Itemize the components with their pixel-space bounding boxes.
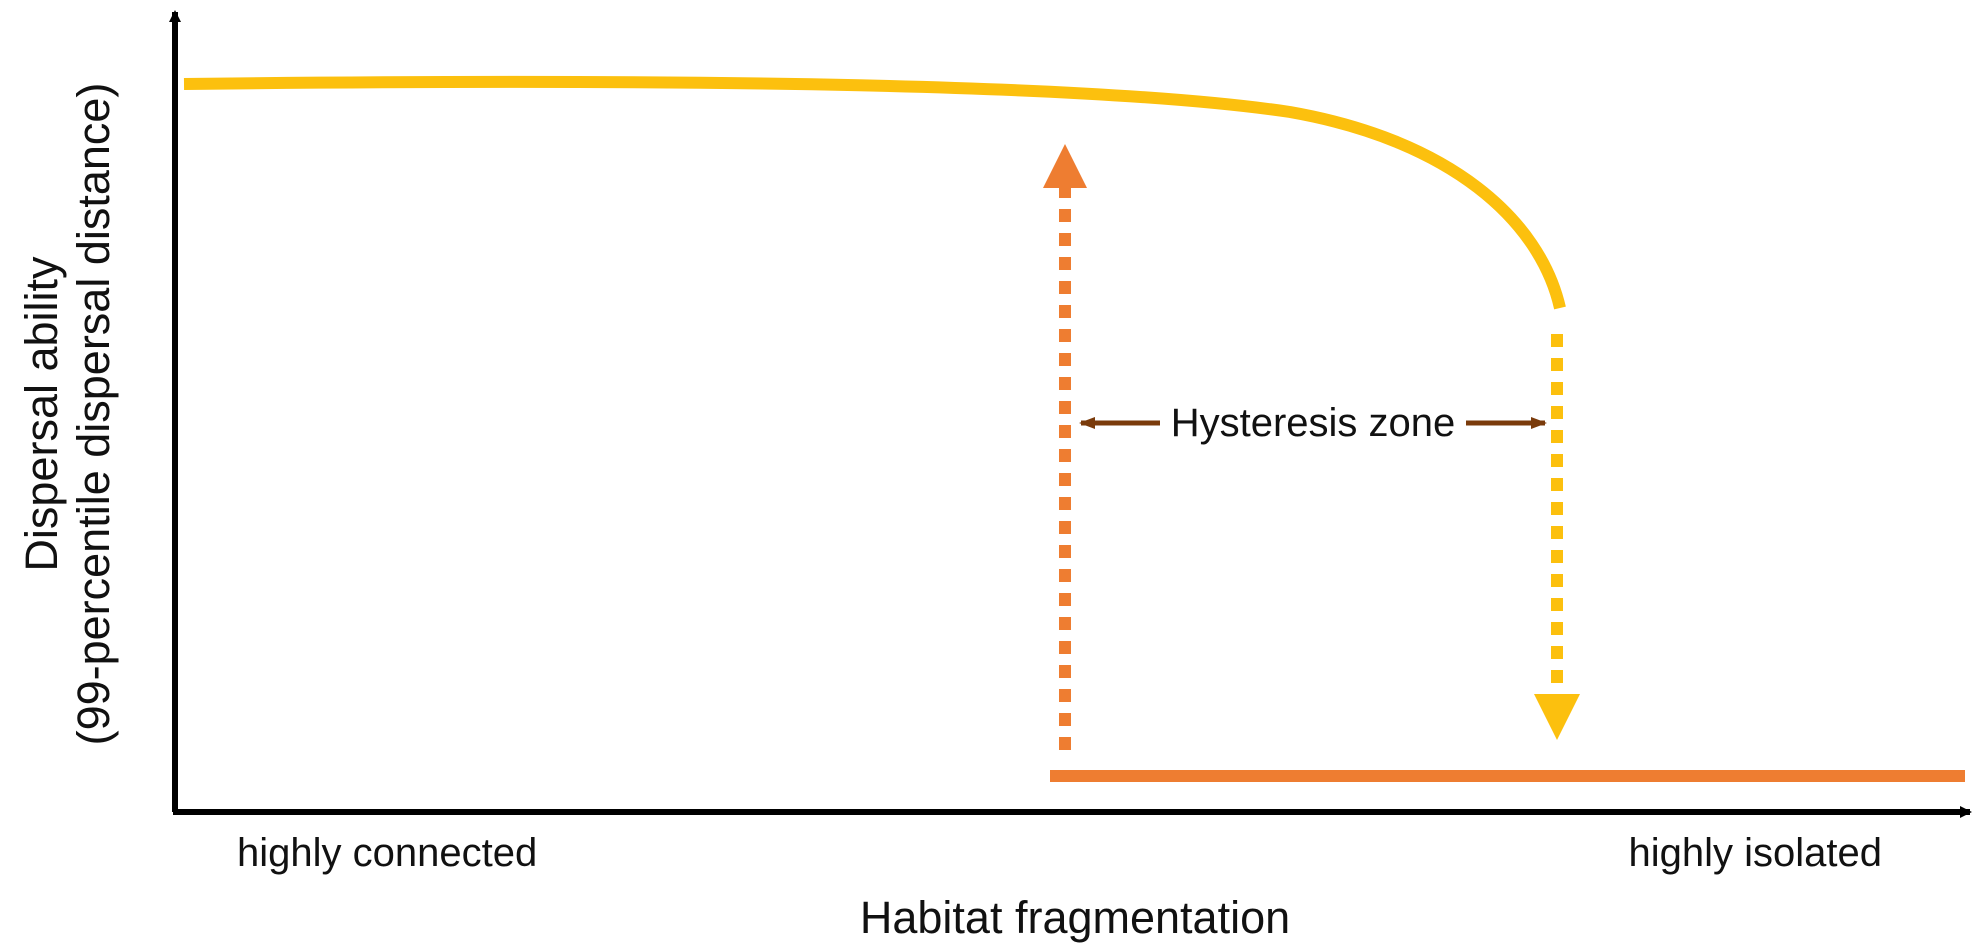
x-label-left: highly connected xyxy=(237,831,537,875)
upward-arrowhead xyxy=(1043,144,1087,188)
y-axis-title: Dispersal ability (99-percentile dispers… xyxy=(16,83,119,746)
hysteresis-label: Hysteresis zone xyxy=(1171,401,1456,445)
y-axis-title-line2: (99-percentile dispersal distance) xyxy=(68,83,119,746)
y-axis-title-line1: Dispersal ability xyxy=(16,256,67,572)
downward-arrowhead xyxy=(1534,694,1580,740)
upper-branch-curve xyxy=(183,75,1566,310)
x-label-right: highly isolated xyxy=(1629,831,1883,875)
x-axis-title: Habitat fragmentation xyxy=(860,892,1290,943)
